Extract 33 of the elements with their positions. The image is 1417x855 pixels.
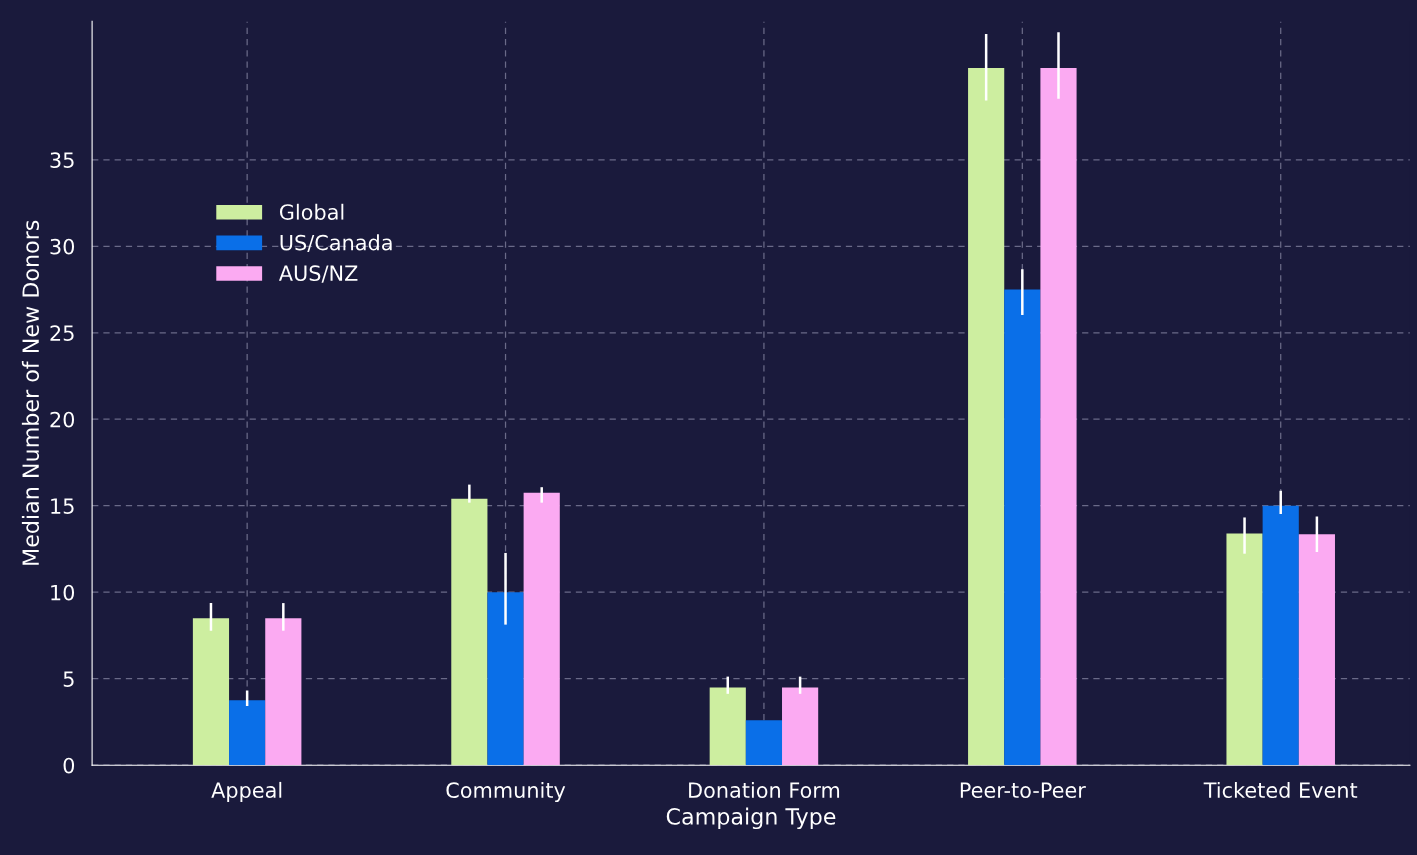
bar [782,687,819,766]
bar [1298,534,1335,766]
x-tick-label: Appeal [211,781,282,803]
y-tick-label: 30 [50,238,75,255]
x-tick-label: Community [446,781,566,803]
bar [487,592,524,766]
y-tick-label: 15 [51,498,74,514]
y-tick-label: 25 [50,325,74,341]
y-tick-label: 10 [51,584,75,601]
x-axis-title: Campaign Type [666,807,836,830]
bar [523,492,560,766]
bar [709,687,746,766]
bar [265,618,302,766]
legend-label: AUS/NZ [278,265,358,283]
y-tick-label: 5 [63,671,74,687]
bar [451,498,488,766]
bar [1226,533,1263,766]
bar [1004,289,1041,766]
y-tick-label: 35 [50,152,74,168]
bar [192,618,230,766]
x-tick-label: Donation Form [689,781,840,799]
bar [1262,505,1299,766]
y-axis-title: Median Number of New Donors [21,220,40,565]
x-tick-label: Ticketed Event [1203,781,1358,799]
bar [1040,68,1077,766]
bar [968,68,1005,766]
x-tick-label: Peer-to-Peer [960,782,1086,799]
bar [229,700,266,766]
legend-label: US/Canada [280,234,392,253]
y-tick-label: 20 [50,411,75,428]
y-tick-label: 0 [63,757,75,774]
bar [745,720,783,766]
legend-label: Global [279,203,344,220]
